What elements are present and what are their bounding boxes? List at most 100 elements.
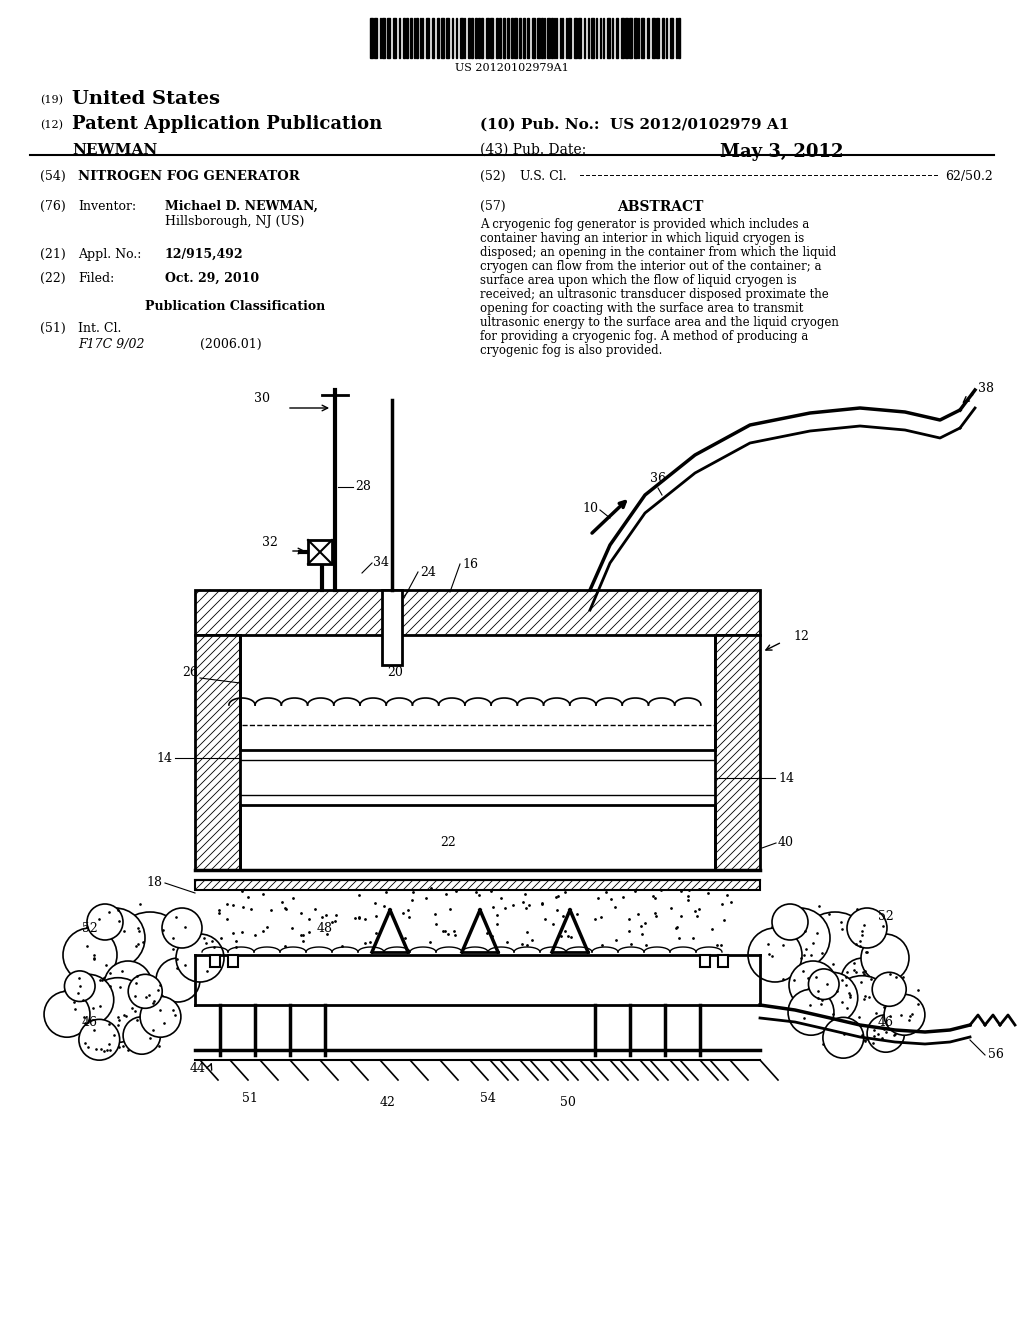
Text: Appl. No.:: Appl. No.: [78,248,141,261]
Bar [527,18,529,58]
Bar [468,18,470,58]
Text: 56: 56 [988,1048,1004,1061]
Text: cryogen can flow from the interior out of the container; a: cryogen can flow from the interior out o… [480,260,821,273]
Circle shape [128,974,162,1008]
Text: (21): (21) [40,248,66,261]
Text: 40: 40 [778,837,794,850]
Circle shape [823,1018,863,1059]
Text: United States: United States [72,90,220,108]
Bar [195,635,240,870]
Bar [490,18,493,58]
Text: surface area upon which the flow of liquid cryogen is: surface area upon which the flow of liqu… [480,275,797,286]
Circle shape [829,975,894,1040]
Text: 32: 32 [262,536,278,549]
Bar [537,18,540,58]
Bar [591,18,594,58]
Text: 28: 28 [355,480,371,494]
Text: Filed:: Filed: [78,272,115,285]
Bar [578,18,581,58]
Text: 52: 52 [82,921,98,935]
Circle shape [87,904,123,940]
Text: NITROGEN FOG GENERATOR: NITROGEN FOG GENERATOR [78,170,300,183]
Circle shape [44,991,90,1038]
Text: container having an interior in which liquid cryogen is: container having an interior in which li… [480,232,804,246]
Bar [403,18,406,58]
Bar [382,18,385,58]
Bar [441,18,444,58]
Text: (54): (54) [40,170,66,183]
Text: NEWMAN: NEWMAN [72,143,158,157]
Circle shape [104,961,152,1008]
Circle shape [807,973,858,1023]
Circle shape [176,935,224,982]
Bar [228,954,238,968]
Bar [568,18,571,58]
Bar [499,18,501,58]
Circle shape [65,972,95,1002]
Text: 44: 44 [190,1061,206,1074]
Text: U.S. Cl.: U.S. Cl. [520,170,566,183]
Text: 36: 36 [650,471,666,484]
Bar [656,18,659,58]
Bar [410,18,412,58]
Text: Oct. 29, 2010: Oct. 29, 2010 [165,272,259,285]
Bar [195,880,760,890]
Text: cryogenic fog is also provided.: cryogenic fog is also provided. [480,345,663,356]
Text: received; an ultrasonic transducer disposed proximate the: received; an ultrasonic transducer dispo… [480,288,828,301]
Bar [514,18,517,58]
Bar [478,18,480,58]
Text: F17C 9/02: F17C 9/02 [78,338,144,351]
Text: 51: 51 [242,1092,258,1105]
Text: 42: 42 [380,1096,396,1109]
Circle shape [788,989,834,1035]
Text: ABSTRACT: ABSTRACT [616,201,703,214]
Bar [387,18,390,58]
Bar [678,18,680,58]
Text: (43) Pub. Date:: (43) Pub. Date: [480,143,587,157]
Text: 16: 16 [462,557,478,570]
Bar [432,18,434,58]
Bar [308,540,332,564]
Text: for providing a cryogenic fog. A method of producing a: for providing a cryogenic fog. A method … [480,330,808,343]
Bar [393,18,396,58]
Text: 26: 26 [182,665,198,678]
Text: (2006.01): (2006.01) [200,338,261,351]
Bar [496,18,498,58]
Bar [551,18,553,58]
Text: 50: 50 [560,1096,575,1109]
Text: (22): (22) [40,272,66,285]
Text: Inventor:: Inventor: [78,201,136,213]
Text: 30: 30 [254,392,270,404]
Circle shape [140,997,181,1038]
Bar [616,18,618,58]
Bar [406,18,408,58]
Text: disposed; an opening in the container from which the liquid: disposed; an opening in the container fr… [480,246,837,259]
Circle shape [861,935,909,982]
Text: 62/50.2: 62/50.2 [945,170,992,183]
Circle shape [772,904,808,940]
Bar [503,18,505,58]
Bar [486,18,489,58]
Text: Patent Application Publication: Patent Application Publication [72,115,382,133]
Bar [481,18,483,58]
Bar [523,18,525,58]
Text: (76): (76) [40,201,66,213]
Bar [507,18,509,58]
Bar [471,18,473,58]
Circle shape [872,973,906,1006]
Text: 34: 34 [373,557,389,569]
Text: (51): (51) [40,322,66,335]
Text: 38: 38 [978,381,994,395]
Bar [607,18,610,58]
Circle shape [85,908,145,968]
Circle shape [79,1019,120,1060]
Text: 12: 12 [793,631,809,644]
Text: 14: 14 [778,771,794,784]
Text: (10) Pub. No.:  US 2012/0102979 A1: (10) Pub. No.: US 2012/0102979 A1 [480,117,790,132]
Text: 22: 22 [440,836,456,849]
Text: 48: 48 [317,921,333,935]
Bar [718,954,728,968]
Circle shape [867,1015,904,1052]
Bar [634,18,637,58]
Bar [715,635,760,870]
